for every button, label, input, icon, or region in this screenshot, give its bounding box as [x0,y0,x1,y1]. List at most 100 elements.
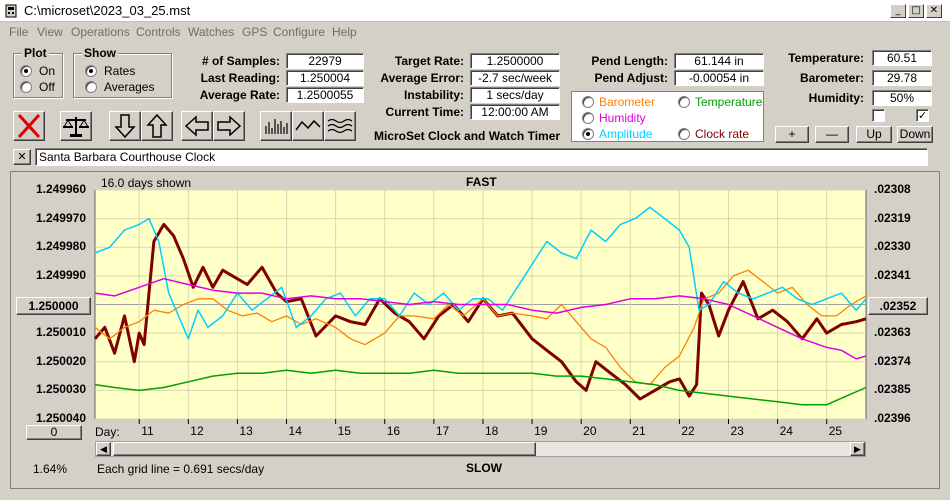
plus-button[interactable]: + [775,126,809,143]
series-barometer-label: Barometer [599,95,656,109]
menu-configure[interactable]: Configure [273,25,326,39]
plot-off-radio[interactable] [20,81,32,93]
down-button[interactable]: Down [897,126,933,143]
scroll-right-arrow[interactable]: ▶ [850,442,865,456]
show-averages-label: Averages [104,80,155,94]
x-tick-label: 17 [435,424,450,438]
barometer-label: Barometer: [799,71,864,85]
menu-view[interactable]: View [37,25,63,39]
plot-off-label: Off [39,80,55,94]
arrow-down-icon [114,114,136,139]
chart-fast-title: FAST [466,175,497,189]
right-tick-label: .02396 [874,411,911,425]
show-rates-radio[interactable] [85,65,97,77]
instability-field: 1 secs/day [470,87,560,103]
x-tick-label: 13 [239,424,253,438]
wave-icon [327,118,353,134]
show-rates-label: Rates [104,64,136,78]
x-tick-label: 25 [828,424,843,438]
left-tick-label: 1.250030 [35,382,86,397]
show-group: Show [73,46,172,98]
menu-controls[interactable]: Controls [136,25,181,39]
scroll-down-button[interactable] [109,111,141,141]
close-button[interactable]: ✕ [926,4,942,18]
samples-field: 22979 [286,53,364,69]
menu-gps[interactable]: GPS [242,25,268,39]
env-checkbox-1[interactable] [872,109,885,122]
clear-description-button[interactable]: ✕ [13,149,31,165]
balance-button[interactable] [60,111,92,141]
maximize-button[interactable]: □ [908,4,924,18]
zero-button[interactable]: 0 [26,425,82,440]
arrow-up-icon [146,113,168,138]
series-humidity-radio[interactable] [582,112,594,124]
series-clock-rate-radio[interactable] [678,128,690,140]
x-tick-label: 18 [484,424,499,438]
line-view-button[interactable] [292,111,324,141]
up-button[interactable]: Up [856,126,892,143]
left-tick-label: 1.249970 [35,210,86,225]
center-rate-button[interactable]: 1.250000 [16,297,91,315]
menu-help[interactable]: Help [332,25,357,39]
menu-operations[interactable]: Operations [71,25,130,39]
plot-on-radio[interactable] [20,65,32,77]
series-barometer-radio[interactable] [582,96,594,108]
average-error-label: Average Error: [380,71,464,85]
series-humidity [94,277,867,360]
right-tick-label: .02374 [874,353,911,368]
minimize-button[interactable]: _ [890,4,906,18]
scroll-right-button[interactable] [213,111,245,141]
stop-button[interactable] [13,111,45,141]
description-field[interactable]: Santa Barbara Courthouse Clock [35,148,928,166]
arrow-right-icon [217,115,242,137]
app-caption: MicroSet Clock and Watch Timer [374,129,561,143]
target-rate-field[interactable]: 1.2500000 [470,53,560,69]
show-averages-radio[interactable] [85,81,97,93]
arrow-left-icon [184,115,209,137]
instability-label: Instability: [403,88,464,102]
histogram-view-button[interactable] [260,111,292,141]
series-temperature-radio[interactable] [678,96,690,108]
title-bar: C:\microset\2023_03_25.mst _ □ ✕ [0,0,950,22]
average-rate-field: 1.2500055 [286,87,364,103]
pend-adjust-label: Pend Adjust: [594,71,668,85]
scroll-up-button[interactable] [141,111,173,141]
target-rate-label: Target Rate: [394,54,464,68]
scroll-left-arrow[interactable]: ◀ [96,442,111,456]
show-group-title: Show [82,46,118,60]
scrollbar-thumb[interactable] [113,442,536,456]
right-tick-label: .02363 [874,325,911,340]
left-tick-label: 1.250010 [35,325,86,340]
plot-group: Plot [13,46,63,98]
series-temperature-label: Temperature [695,95,763,109]
x-tick-label: 21 [632,424,646,438]
x-icon [17,113,41,139]
menu-bar: File View Operations Controls Watches GP… [0,22,950,42]
left-tick-label: 1.250040 [35,411,86,425]
series-selector [571,91,764,142]
days-shown-label: 16.0 days shown [101,176,192,190]
series-amplitude-radio[interactable] [582,128,594,140]
env-checkbox-2[interactable]: ✓ [916,109,929,122]
right-tick-label: .02341 [874,267,911,282]
x-tick-label: 16 [386,424,401,438]
average-rate-label: Average Rate: [199,88,280,102]
menu-file[interactable]: File [9,25,29,39]
minus-button[interactable]: — [815,126,849,143]
pend-adjust-field: -0.00054 in [674,70,764,86]
series-humidity-label: Humidity [599,111,646,125]
app-icon [5,4,17,18]
average-error-field: -2.7 sec/week [470,70,560,86]
chart-frame [10,171,940,489]
series-amplitude [94,206,867,340]
x-tick-label: 19 [534,424,548,438]
scroll-left-button[interactable] [181,111,213,141]
menu-watches[interactable]: Watches [188,25,235,39]
left-tick-label: 1.250020 [35,353,86,368]
x-tick-label: 22 [681,424,695,438]
center-amplitude-button[interactable]: .02352 [868,297,928,315]
wave-view-button[interactable] [324,111,356,141]
series-temperature [94,369,867,406]
x-tick-label: 20 [583,424,597,438]
